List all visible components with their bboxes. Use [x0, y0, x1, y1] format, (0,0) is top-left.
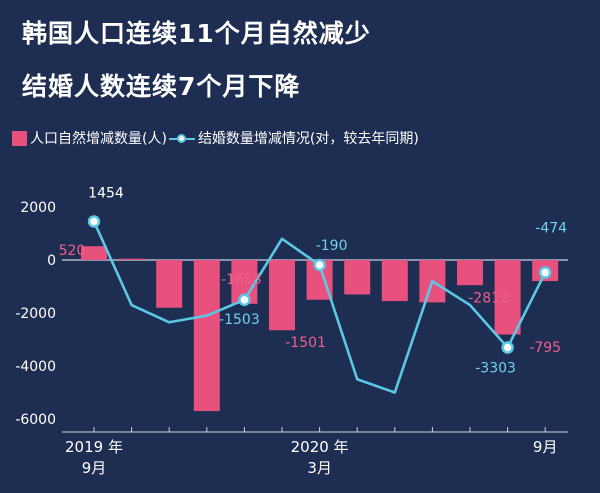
data-label: 520: [59, 243, 86, 259]
data-label: -1503: [219, 312, 260, 328]
legend-label-population: 人口自然增减数量(人): [30, 131, 167, 147]
bar: [81, 246, 107, 260]
data-label: 1454: [88, 185, 124, 201]
y-tick-label: 0: [47, 253, 56, 269]
line-marker: [538, 266, 552, 279]
x-tick-label: 2019 年: [65, 438, 123, 456]
y-tick-label: -6000: [15, 412, 56, 428]
bar: [269, 260, 295, 331]
bar: [494, 260, 521, 335]
legend-line-marker: [176, 133, 186, 143]
bar: [156, 260, 183, 308]
line-marker: [238, 293, 251, 307]
legend-line-swatch: [168, 131, 195, 146]
line-marker: [313, 258, 326, 272]
x-tick-label: 3月: [307, 459, 332, 477]
data-label: -190: [316, 238, 348, 254]
legend-bar-swatch: [12, 130, 27, 146]
legend-label-marriage: 结婚数量增减情况(对，较去年同期): [197, 131, 419, 147]
x-tick-label: 9月: [533, 438, 558, 456]
data-label: -795: [529, 340, 561, 356]
data-label: -3303: [475, 361, 516, 377]
data-label: -2812: [468, 291, 509, 307]
legend: 人口自然增减数量(人) 结婚数量增减情况(对，较去年同期): [12, 128, 419, 148]
data-label: -1501: [285, 335, 326, 351]
bar: [118, 258, 145, 260]
x-tick-label: 9月: [82, 459, 107, 477]
y-tick-label: -2000: [15, 306, 56, 322]
y-tick-label: 2000: [20, 200, 56, 216]
line-marker: [87, 215, 101, 228]
data-label: -1653: [221, 272, 262, 288]
y-tick-label: -4000: [15, 359, 56, 375]
data-label: -474: [535, 221, 567, 237]
bar: [457, 260, 483, 286]
chart-title-line1: 韩国人口连续11个月自然减少: [22, 19, 371, 48]
bar: [344, 260, 371, 295]
bar: [193, 260, 220, 412]
line-marker: [501, 341, 514, 354]
x-tick-label: 2020 年: [291, 438, 349, 456]
bar: [381, 260, 408, 302]
chart-title-line2: 结婚人数连续7个月下降: [22, 72, 301, 101]
